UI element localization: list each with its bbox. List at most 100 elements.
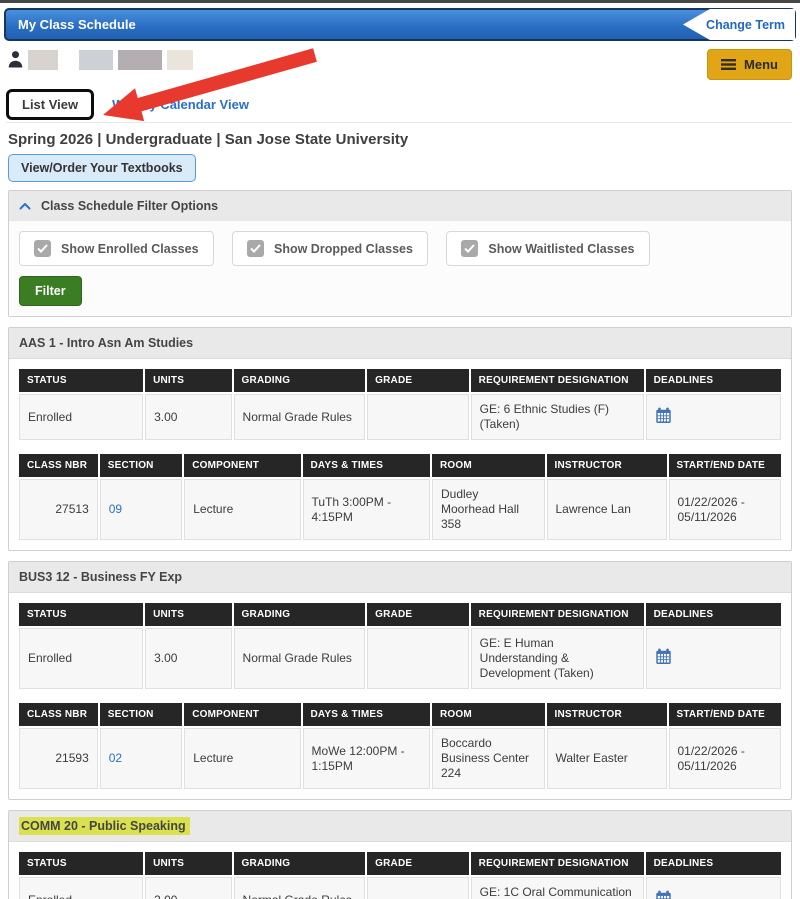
- col-requirement-designation: REQUIREMENT DESIGNATION: [470, 852, 644, 875]
- filter-panel-title: Class Schedule Filter Options: [41, 199, 219, 213]
- class-section-bus3-12: BUS3 12 - Business FY Exp STATUS UNITS G…: [8, 561, 792, 800]
- chevron-up-icon: [19, 202, 31, 210]
- days-times-cell: TuTh 3:00PM - 4:15PM: [302, 479, 430, 540]
- table-row: 27513 09 Lecture TuTh 3:00PM - 4:15PM Du…: [19, 479, 781, 540]
- calendar-icon[interactable]: [655, 890, 672, 899]
- grade-cell: [367, 394, 469, 440]
- room-cell: Boccardo Business Center 224: [432, 728, 545, 789]
- instructor-cell: Lawrence Lan: [546, 479, 667, 540]
- class-title: COMM 20 - Public Speaking: [9, 811, 791, 842]
- filter-panel-header[interactable]: Class Schedule Filter Options: [9, 191, 791, 221]
- class-meeting-table: CLASS NBR SECTION COMPONENT DAYS & TIMES…: [17, 452, 783, 542]
- table-row: Enrolled 3.00 Normal Grade Rules GE: E H…: [19, 628, 781, 689]
- deadlines-cell: [645, 394, 781, 440]
- change-term-button[interactable]: Change Term: [683, 9, 795, 40]
- grading-cell: Normal Grade Rules: [233, 628, 366, 689]
- class-body: STATUS UNITS GRADING GRADE REQUIREMENT D…: [9, 593, 791, 799]
- col-days-times: DAYS & TIMES: [302, 703, 430, 726]
- col-room: ROOM: [432, 454, 545, 477]
- col-section: SECTION: [99, 454, 183, 477]
- table-row: 21593 02 Lecture MoWe 12:00PM - 1:15PM B…: [19, 728, 781, 789]
- status-cell: Enrolled: [19, 877, 144, 899]
- menu-button[interactable]: Menu: [707, 49, 792, 80]
- class-body: STATUS UNITS GRADING GRADE REQUIREMENT D…: [9, 842, 791, 899]
- term-heading: Spring 2026 | Undergraduate | San Jose S…: [8, 131, 409, 148]
- section-link[interactable]: 09: [108, 502, 123, 516]
- top-strip: [0, 0, 800, 3]
- col-grading: GRADING: [233, 852, 366, 875]
- hamburger-icon: [721, 59, 737, 70]
- filter-button[interactable]: Filter: [19, 276, 82, 306]
- user-identity-redacted: [8, 49, 193, 70]
- col-days-times: DAYS & TIMES: [302, 454, 430, 477]
- class-title-text: AAS 1 - Intro Asn Am Studies: [19, 336, 194, 350]
- redacted-name-block: [167, 50, 193, 70]
- section-cell: 02: [99, 728, 183, 789]
- status-cell: Enrolled: [19, 628, 144, 689]
- status-cell: Enrolled: [19, 394, 144, 440]
- grade-cell: [367, 877, 469, 899]
- col-requirement-designation: REQUIREMENT DESIGNATION: [470, 369, 644, 392]
- col-start-end-date: START/END DATE: [668, 454, 781, 477]
- filter-panel: Class Schedule Filter Options Show Enrol…: [8, 190, 792, 317]
- checkbox-show-waitlisted-classes[interactable]: Show Waitlisted Classes: [446, 231, 650, 266]
- view-tabs: List View Weekly Calendar View: [6, 89, 792, 123]
- col-instructor: INSTRUCTOR: [546, 703, 667, 726]
- table-row: Enrolled 3.00 Normal Grade Rules GE: 1C …: [19, 877, 781, 899]
- class-section-aas-1: AAS 1 - Intro Asn Am Studies STATUS UNIT…: [8, 327, 792, 551]
- col-grading: GRADING: [233, 603, 366, 626]
- col-requirement-designation: REQUIREMENT DESIGNATION: [470, 603, 644, 626]
- menu-label: Menu: [744, 57, 778, 72]
- class-body: STATUS UNITS GRADING GRADE REQUIREMENT D…: [9, 359, 791, 550]
- col-status: STATUS: [19, 369, 144, 392]
- class-title: AAS 1 - Intro Asn Am Studies: [9, 328, 791, 359]
- tab-weekly-calendar-view[interactable]: Weekly Calendar View: [112, 97, 249, 112]
- checkbox-label: Show Enrolled Classes: [61, 241, 199, 256]
- grading-cell: Normal Grade Rules: [233, 394, 366, 440]
- class-title-text-highlighted: COMM 20 - Public Speaking: [19, 817, 190, 835]
- units-cell: 3.00: [145, 877, 232, 899]
- col-units: UNITS: [145, 852, 232, 875]
- class-nbr-cell: 21593: [19, 728, 98, 789]
- col-class-nbr: CLASS NBR: [19, 454, 98, 477]
- deadlines-cell: [645, 877, 781, 899]
- section-link[interactable]: 02: [108, 751, 123, 765]
- filter-panel-body: Show Enrolled Classes Show Dropped Class…: [9, 221, 791, 316]
- checkbox-label: Show Dropped Classes: [274, 241, 413, 256]
- list-view-label: List View: [22, 97, 79, 112]
- table-row: Enrolled 3.00 Normal Grade Rules GE: 6 E…: [19, 394, 781, 440]
- col-instructor: INSTRUCTOR: [546, 454, 667, 477]
- checkbox-show-enrolled-classes[interactable]: Show Enrolled Classes: [19, 231, 214, 266]
- requirement-cell: GE: 6 Ethnic Studies (F) (Taken): [470, 394, 644, 440]
- class-meeting-table: CLASS NBR SECTION COMPONENT DAYS & TIMES…: [17, 701, 783, 791]
- redacted-name-block: [28, 50, 58, 70]
- grading-cell: Normal Grade Rules: [233, 877, 366, 899]
- component-cell: Lecture: [184, 479, 301, 540]
- tab-list-view[interactable]: List View: [6, 89, 95, 120]
- requirement-cell: GE: 1C Oral Communication (A1) (Taken): [470, 877, 644, 899]
- check-icon: [34, 240, 51, 257]
- col-component: COMPONENT: [184, 703, 301, 726]
- units-cell: 3.00: [145, 394, 232, 440]
- col-deadlines: DEADLINES: [645, 369, 781, 392]
- redacted-name-block: [79, 50, 113, 70]
- calendar-icon[interactable]: [655, 648, 672, 665]
- units-cell: 3.00: [145, 628, 232, 689]
- calendar-icon[interactable]: [655, 407, 672, 424]
- checkbox-show-dropped-classes[interactable]: Show Dropped Classes: [232, 231, 428, 266]
- start-end-cell: 01/22/2026 - 05/11/2026: [668, 728, 781, 789]
- view-order-textbooks-button[interactable]: View/Order Your Textbooks: [8, 154, 196, 182]
- col-grading: GRADING: [233, 369, 366, 392]
- check-icon: [461, 240, 479, 257]
- col-component: COMPONENT: [184, 454, 301, 477]
- col-units: UNITS: [145, 369, 232, 392]
- checkbox-label: Show Waitlisted Classes: [488, 241, 635, 256]
- page-header-bar: My Class Schedule Change Term: [4, 8, 796, 41]
- requirement-cell: GE: E Human Understanding & Development …: [470, 628, 644, 689]
- col-grade: GRADE: [367, 603, 469, 626]
- class-info-table: STATUS UNITS GRADING GRADE REQUIREMENT D…: [17, 601, 783, 691]
- col-units: UNITS: [145, 603, 232, 626]
- class-nbr-cell: 27513: [19, 479, 98, 540]
- section-cell: 09: [99, 479, 183, 540]
